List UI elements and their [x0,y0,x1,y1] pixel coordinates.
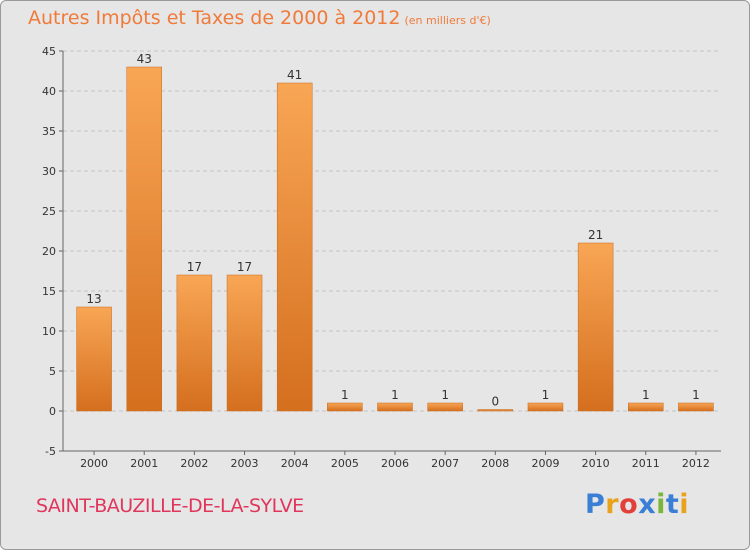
bar [628,402,664,412]
y-tick-label: 45 [42,45,56,58]
bar [427,402,463,412]
bar [678,402,714,412]
data-label: 21 [588,228,603,242]
x-tick-label: 2003 [231,457,259,470]
data-label: 17 [187,260,202,274]
x-tick-label: 2001 [130,457,158,470]
y-tick-label: -5 [45,445,56,458]
x-tick-label: 2002 [180,457,208,470]
data-label: 1 [341,388,349,402]
data-label: 1 [441,388,449,402]
logo-letter: i [679,489,690,520]
chart-title-text: Autres Impôts et Taxes de 2000 à 2012 [28,7,401,29]
data-label: 1 [642,388,650,402]
y-tick-label: 0 [49,405,56,418]
bar [176,274,213,412]
x-tick-label: 2012 [682,457,710,470]
logo-letter: o [619,489,639,520]
commune-name: SAINT-BAUZILLE-DE-LA-SYLVE [36,495,304,517]
x-tick-label: 2009 [531,457,559,470]
bar [276,82,313,412]
bar [477,409,514,412]
y-tick-label: 25 [42,205,56,218]
x-tick-label: 2000 [80,457,108,470]
bar [76,306,112,412]
bar [226,274,263,412]
chart-title: Autres Impôts et Taxes de 2000 à 2012 (en… [28,7,491,29]
x-tick-label: 2008 [481,457,509,470]
y-tick-label: 15 [42,285,56,298]
data-label: 13 [86,292,101,306]
data-label: 41 [287,68,302,82]
bar [527,402,564,412]
data-label: 1 [692,388,700,402]
bar [377,402,413,412]
data-label: 17 [237,260,252,274]
logo-letter: t [665,489,680,520]
bar [327,402,363,412]
y-tick-label: 10 [42,325,56,338]
data-label: 1 [542,388,550,402]
y-tick-label: 30 [42,165,56,178]
x-tick-label: 2010 [582,457,610,470]
chart-subtitle: (en milliers d'€) [404,14,491,27]
bar [126,66,162,412]
x-tick-label: 2005 [331,457,359,470]
logo-letter: i [656,489,666,520]
y-tick-label: 5 [49,365,56,378]
logo-letter: x [638,489,657,520]
x-tick-label: 2011 [632,457,660,470]
data-label: 0 [491,395,499,409]
data-label: 43 [137,52,152,66]
x-tick-label: 2007 [431,457,459,470]
proxiti-logo: Proxiti [585,489,689,520]
y-tick-label: 35 [42,125,56,138]
x-tick-label: 2004 [281,457,309,470]
data-label: 1 [391,388,399,402]
y-tick-label: 40 [42,85,56,98]
logo-letter: r [605,489,620,520]
y-tick-label: 20 [42,245,56,258]
x-tick-label: 2006 [381,457,409,470]
logo-letter: P [585,489,606,520]
bar [577,242,614,412]
